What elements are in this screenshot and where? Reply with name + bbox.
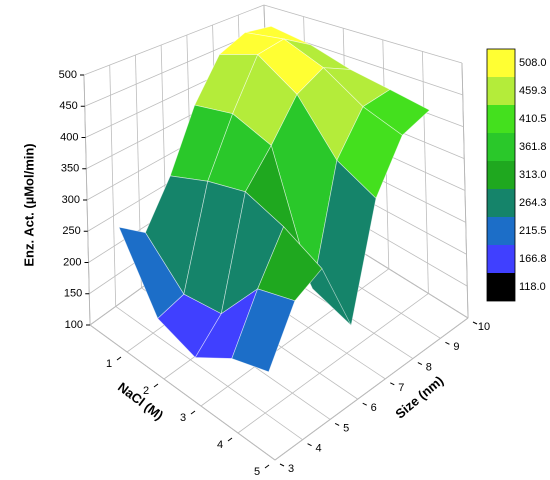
x-tick-label: 4	[217, 439, 223, 451]
y-tick	[279, 463, 285, 467]
y-tick	[472, 321, 478, 325]
colorbar-frame	[486, 48, 516, 302]
colorbar-box	[487, 245, 515, 273]
y-tick	[445, 341, 450, 345]
grid-line	[115, 306, 303, 441]
y-tick	[390, 382, 395, 386]
z-tick-label: 250	[62, 225, 80, 237]
grid-line	[461, 62, 469, 319]
colorbar-label: 166.8	[519, 253, 547, 265]
colorbar-label: 118.0	[519, 281, 546, 293]
colorbar-box	[487, 217, 515, 245]
x-tick-label: 1	[106, 358, 112, 370]
colorbar-box	[487, 133, 515, 161]
colorbar-label: 508.0	[519, 57, 547, 69]
y-tick-label: 8	[426, 361, 432, 373]
y-tick	[362, 402, 367, 406]
colorbar-label: 215.5	[519, 225, 547, 237]
z-tick-label: 300	[62, 194, 80, 206]
colorbar-label: 459.3	[519, 85, 547, 97]
y-tick-label: 9	[453, 341, 459, 353]
grid-line	[109, 64, 117, 307]
y-tick-label: 7	[398, 382, 404, 394]
y-tick-label: 6	[371, 402, 377, 414]
z-tick-label: 450	[59, 100, 77, 112]
z-axis-title: Enz. Act. (µMol/min)	[21, 143, 36, 266]
x-axis-title: NaCl (M)	[115, 379, 166, 423]
y-tick-label: 3	[288, 463, 294, 475]
x-tick	[227, 437, 233, 442]
surface-patch	[231, 288, 296, 373]
colorbar-label: 361.8	[519, 141, 547, 153]
colorbar-label: 410.5	[519, 113, 547, 125]
z-tick-label: 400	[60, 131, 78, 143]
grid-line	[237, 293, 429, 434]
grid-line	[422, 51, 429, 294]
grid-line	[89, 324, 276, 461]
colorbar-box	[487, 77, 515, 105]
z-tick-label: 350	[61, 163, 79, 175]
y-tick-label: 10	[478, 321, 490, 333]
x-tick	[116, 356, 122, 361]
y-tick-label: 4	[316, 443, 322, 455]
z-tick-label: 150	[64, 288, 82, 300]
grid-line	[83, 4, 265, 76]
x-tick	[153, 383, 159, 388]
colorbar-box	[487, 189, 515, 217]
colorbar-box	[487, 105, 515, 133]
x-tick	[190, 410, 196, 415]
y-axis-title: Size (nm)	[392, 373, 446, 422]
colorbar-box	[487, 49, 515, 77]
y-tick	[334, 422, 340, 426]
y-tick	[307, 443, 312, 447]
y-tick	[417, 362, 423, 366]
z-tick-label: 500	[59, 69, 77, 81]
colorbar-label: 313.0	[519, 169, 547, 181]
z-tick-label: 200	[63, 256, 81, 268]
x-tick-label: 3	[180, 412, 186, 424]
colorbar-box	[487, 273, 515, 301]
colorbar-label: 264.3	[519, 197, 547, 209]
x-tick-label: 5	[254, 466, 260, 478]
colorbar-box	[487, 161, 515, 189]
grid-line	[274, 317, 469, 461]
x-tick-label: 2	[143, 385, 149, 397]
z-tick-label: 100	[65, 319, 83, 331]
grid-line	[263, 4, 463, 64]
x-tick	[264, 464, 270, 469]
y-tick-label: 5	[343, 422, 349, 434]
